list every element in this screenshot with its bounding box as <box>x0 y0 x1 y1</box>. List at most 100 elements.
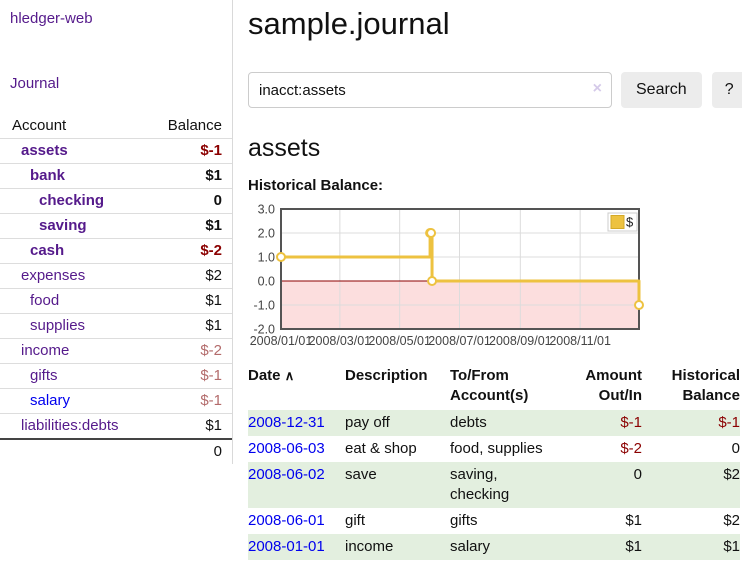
app-title-link[interactable]: hledger-web <box>10 10 93 27</box>
svg-text:2008/01/01: 2008/01/01 <box>250 334 313 348</box>
chart-title: Historical Balance: <box>248 177 384 194</box>
account-balance: $1 <box>205 217 222 234</box>
account-row: bank $1 <box>0 163 232 189</box>
account-balance: $-2 <box>200 342 222 359</box>
search-button[interactable]: Search <box>621 72 702 108</box>
svg-text:2008/11/01: 2008/11/01 <box>549 334 611 348</box>
account-link-liabilities-debts[interactable]: liabilities:debts <box>21 417 119 434</box>
svg-text:2008/03/01: 2008/03/01 <box>309 334 372 348</box>
account-balance: $1 <box>205 167 222 184</box>
journal-nav: Journal <box>10 75 232 93</box>
transaction-accounts: salary <box>450 538 491 555</box>
account-link-bank[interactable]: bank <box>30 167 66 184</box>
transaction-description: eat & shop <box>345 440 417 457</box>
search-form: × Search ? <box>248 72 742 108</box>
accounts-header-balance: Balance <box>167 117 222 134</box>
chart-legend: $ <box>607 212 638 232</box>
account-row: salary $-1 <box>0 388 232 414</box>
sidebar-item-journal[interactable]: Journal <box>10 75 60 92</box>
transaction-date-link[interactable]: 2008-06-02 <box>248 466 325 483</box>
transaction-balance: 0 <box>731 440 740 457</box>
account-row: assets $-1 <box>0 138 232 164</box>
transaction-amount: $1 <box>625 512 642 529</box>
transaction-balance: $1 <box>723 538 740 555</box>
register-header-date[interactable]: Date ∧ <box>248 362 345 410</box>
svg-text:2008/07/01: 2008/07/01 <box>428 334 491 348</box>
account-link-income[interactable]: income <box>21 342 70 359</box>
account-row: cash $-2 <box>0 238 232 264</box>
transaction-date-link[interactable]: 2008-12-31 <box>248 414 325 431</box>
account-row: food $1 <box>0 288 232 314</box>
register-header-balance: Historical Balance <box>671 367 740 404</box>
transaction-amount: $-1 <box>620 414 642 431</box>
account-row: checking 0 <box>0 188 232 214</box>
account-heading: assets <box>248 134 321 162</box>
account-row: income $-2 <box>0 338 232 364</box>
accounts-total-value: 0 <box>213 443 222 460</box>
clear-search-icon[interactable]: × <box>592 80 602 97</box>
account-balance: 0 <box>213 192 222 209</box>
account-link-cash[interactable]: cash <box>30 242 65 259</box>
account-balance: $2 <box>205 267 222 284</box>
account-balance: $-2 <box>200 242 222 259</box>
register-row: 2008-12-31 pay off debts $-1 $-1 <box>248 410 740 436</box>
date-header-label: Date <box>248 367 281 384</box>
svg-text:2008/09/01: 2008/09/01 <box>489 334 552 348</box>
account-link-expenses[interactable]: expenses <box>21 267 86 284</box>
transaction-amount: $-2 <box>620 440 642 457</box>
account-row: saving $1 <box>0 213 232 239</box>
account-link-checking[interactable]: checking <box>39 192 105 209</box>
accounts-table: Account Balance assets $-1 bank $1 checking 0… <box>0 113 232 464</box>
account-balance: $-1 <box>200 392 222 409</box>
account-link-saving[interactable]: saving <box>39 217 87 234</box>
account-link-supplies[interactable]: supplies <box>30 317 86 334</box>
transaction-accounts: debts <box>450 414 487 431</box>
account-balance: $-1 <box>200 367 222 384</box>
search-input[interactable] <box>248 72 612 108</box>
account-balance: $1 <box>205 292 222 309</box>
register-row: 2008-06-02 save saving, checking 0 $2 <box>248 462 740 508</box>
sort-ascending-icon: ∧ <box>284 368 295 383</box>
transaction-description: income <box>345 538 394 555</box>
transaction-accounts: saving, checking <box>450 466 510 503</box>
transaction-balance: $-1 <box>718 414 740 431</box>
register-header-description: Description <box>345 367 428 384</box>
register-header-accounts: To/From Account(s) <box>450 367 529 404</box>
transaction-amount: 0 <box>633 466 642 483</box>
accounts-header-account: Account <box>12 117 67 134</box>
transaction-amount: $1 <box>625 538 642 555</box>
register-row: 2008-06-01 gift gifts $1 $2 <box>248 508 740 534</box>
transaction-accounts: gifts <box>450 512 478 529</box>
accounts-total-row: 0 <box>0 439 232 464</box>
svg-text:-1.0: -1.0 <box>253 299 275 313</box>
account-row: expenses $2 <box>0 263 232 289</box>
transaction-description: pay off <box>345 414 390 431</box>
account-row: liabilities:debts $1 <box>0 413 232 440</box>
svg-text:2008/05/01: 2008/05/01 <box>368 334 431 348</box>
transaction-balance: $2 <box>723 466 740 483</box>
transaction-description: gift <box>345 512 366 529</box>
account-link-gifts[interactable]: gifts <box>30 367 58 384</box>
account-balance: $1 <box>205 417 222 434</box>
svg-text:$: $ <box>626 215 634 230</box>
account-link-food[interactable]: food <box>30 292 60 309</box>
register-row: 2008-01-01 income salary $1 $1 <box>248 534 740 560</box>
account-row: supplies $1 <box>0 313 232 339</box>
help-button[interactable]: ? <box>711 72 742 108</box>
account-balance: $1 <box>205 317 222 334</box>
account-link-salary[interactable]: salary <box>30 392 71 409</box>
transaction-balance: $2 <box>723 512 740 529</box>
page-title: sample.journal <box>248 6 450 41</box>
register-table: Date ∧ Description To/From Account(s) Am… <box>248 362 740 560</box>
register-row: 2008-06-03 eat & shop food, supplies $-2 0 <box>248 436 740 462</box>
account-link-assets[interactable]: assets <box>21 142 68 159</box>
transaction-date-link[interactable]: 2008-01-01 <box>248 538 325 555</box>
transaction-date-link[interactable]: 2008-06-01 <box>248 512 325 529</box>
register-header-amount: Amount Out/In <box>585 367 642 404</box>
svg-text:3.0: 3.0 <box>258 204 275 217</box>
svg-text:0.0: 0.0 <box>258 275 275 289</box>
transaction-accounts: food, supplies <box>450 440 543 457</box>
transaction-date-link[interactable]: 2008-06-03 <box>248 440 325 457</box>
sidebar: hledger-web Journal Account Balance asse… <box>0 0 233 464</box>
